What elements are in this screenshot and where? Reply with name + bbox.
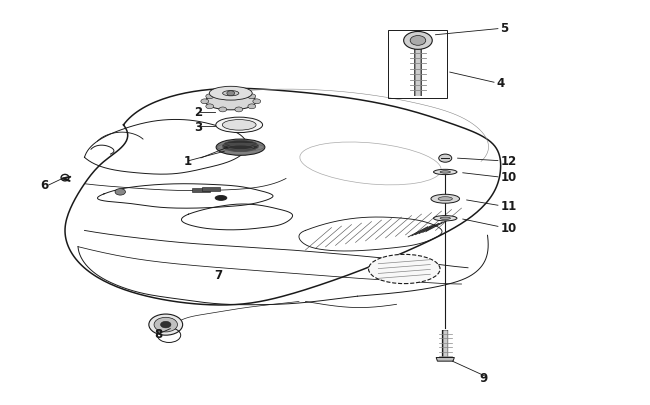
Circle shape bbox=[206, 104, 214, 109]
Ellipse shape bbox=[216, 140, 265, 156]
Text: 1: 1 bbox=[183, 155, 191, 168]
Ellipse shape bbox=[431, 195, 460, 204]
Ellipse shape bbox=[209, 87, 252, 101]
Ellipse shape bbox=[222, 92, 239, 97]
Text: 8: 8 bbox=[154, 328, 162, 341]
Circle shape bbox=[253, 100, 261, 104]
Circle shape bbox=[149, 314, 183, 335]
Text: 5: 5 bbox=[500, 22, 509, 35]
Text: 7: 7 bbox=[214, 268, 222, 281]
Text: 12: 12 bbox=[500, 155, 517, 168]
Circle shape bbox=[219, 92, 227, 96]
Ellipse shape bbox=[438, 197, 452, 201]
Text: 9: 9 bbox=[480, 371, 488, 384]
Ellipse shape bbox=[205, 94, 256, 111]
Circle shape bbox=[235, 108, 242, 113]
Ellipse shape bbox=[222, 141, 259, 152]
Circle shape bbox=[154, 318, 177, 332]
Ellipse shape bbox=[440, 171, 450, 174]
Text: 10: 10 bbox=[500, 222, 517, 234]
Ellipse shape bbox=[369, 255, 440, 284]
Bar bbox=[192, 189, 210, 193]
Circle shape bbox=[227, 92, 235, 96]
Text: 10: 10 bbox=[500, 171, 517, 184]
Circle shape bbox=[404, 32, 432, 50]
Circle shape bbox=[161, 322, 171, 328]
Text: 6: 6 bbox=[40, 179, 49, 192]
Circle shape bbox=[410, 36, 426, 46]
Bar bbox=[202, 188, 220, 192]
Circle shape bbox=[248, 104, 255, 109]
Circle shape bbox=[235, 92, 242, 96]
Circle shape bbox=[248, 95, 255, 100]
Circle shape bbox=[219, 108, 227, 113]
Text: 2: 2 bbox=[194, 106, 202, 119]
Ellipse shape bbox=[215, 196, 227, 201]
Ellipse shape bbox=[434, 216, 457, 221]
Ellipse shape bbox=[434, 170, 457, 175]
Circle shape bbox=[201, 100, 209, 104]
Ellipse shape bbox=[222, 120, 256, 131]
Ellipse shape bbox=[440, 217, 450, 220]
Polygon shape bbox=[436, 358, 454, 361]
Text: 4: 4 bbox=[497, 77, 505, 90]
Ellipse shape bbox=[216, 118, 263, 133]
Text: 11: 11 bbox=[500, 199, 517, 212]
Circle shape bbox=[206, 95, 214, 100]
Circle shape bbox=[439, 155, 452, 163]
Text: 3: 3 bbox=[194, 120, 202, 133]
Circle shape bbox=[115, 189, 125, 196]
